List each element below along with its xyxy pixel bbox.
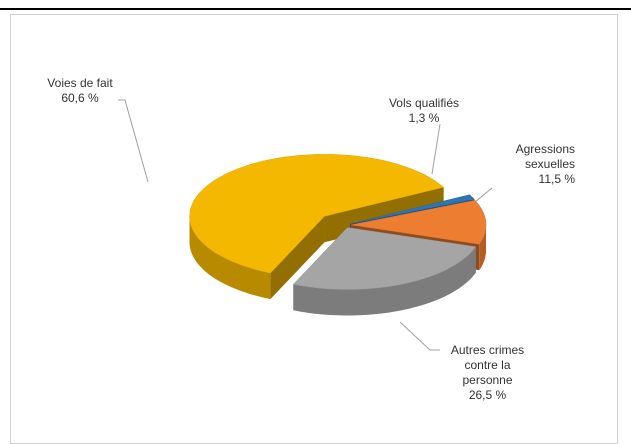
slice-label: Vols qualifiés 1,3 % (364, 96, 484, 126)
slice-label: Autres crimes contre la personne 26,5 % (440, 343, 535, 403)
category: Voies de fait (47, 76, 113, 90)
value: 1,3 % (408, 111, 440, 125)
slice-side (270, 216, 325, 300)
slice (350, 200, 487, 245)
leader-line (399, 321, 440, 351)
category: Vols qualifiés (388, 96, 460, 110)
slice-side (293, 246, 476, 316)
leader-line (474, 187, 493, 203)
value: 11,5 % (538, 172, 575, 186)
page: Voies de fait 60,6 % Vols qualifiés 1,3 … (0, 8, 631, 444)
chart (118, 99, 493, 351)
slice (350, 194, 475, 225)
value: 26,5 % (468, 388, 507, 402)
leader-line (431, 123, 441, 175)
rule (0, 8, 631, 10)
slice-side (189, 216, 271, 300)
value: 60,6 % (61, 91, 99, 105)
category: Autres crimes contre la personne (450, 343, 525, 387)
slice (292, 227, 477, 290)
category: Agressions sexuelles (515, 142, 575, 171)
slice-label: Voies de fait 60,6 % (30, 76, 130, 106)
slice-side (479, 224, 486, 271)
slice (189, 154, 445, 274)
slice-label: Agressions sexuelles 11,5 % (500, 142, 575, 187)
leader-line (118, 99, 149, 183)
